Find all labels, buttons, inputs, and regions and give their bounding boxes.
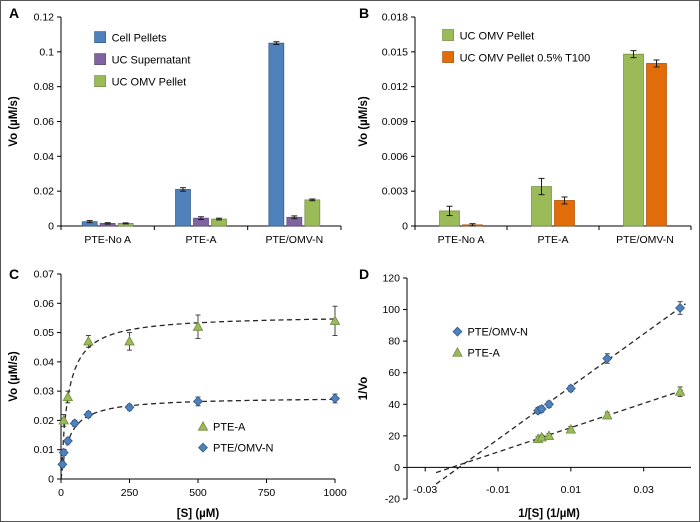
svg-text:120: 120 <box>382 273 400 285</box>
svg-text:UC OMV Pellet: UC OMV Pellet <box>112 77 187 89</box>
svg-text:PTE-A: PTE-A <box>467 348 500 360</box>
svg-text:[S] (µM): [S] (µM) <box>177 508 220 520</box>
panel-a-label: A <box>9 5 20 21</box>
svg-text:60: 60 <box>388 367 400 379</box>
svg-text:0: 0 <box>394 462 400 474</box>
svg-text:0.018: 0.018 <box>382 12 408 24</box>
svg-text:1/Vo: 1/Vo <box>358 377 370 400</box>
svg-text:Vo (µM/s): Vo (µM/s) <box>358 96 370 147</box>
svg-text:250: 250 <box>121 487 139 499</box>
svg-text:0.06: 0.06 <box>34 116 55 128</box>
svg-text:0.003: 0.003 <box>382 186 408 198</box>
svg-text:20: 20 <box>388 430 400 442</box>
svg-text:PTE-No A: PTE-No A <box>84 234 131 246</box>
svg-text:0.015: 0.015 <box>382 46 408 58</box>
svg-text:0: 0 <box>48 474 54 486</box>
svg-text:0.01: 0.01 <box>561 484 582 496</box>
svg-text:1000: 1000 <box>323 487 347 499</box>
svg-text:0.08: 0.08 <box>34 81 55 93</box>
svg-text:Vo (µM/s): Vo (µM/s) <box>8 96 20 147</box>
panel-c-label: C <box>9 266 20 282</box>
svg-text:Vo (µM/s): Vo (µM/s) <box>8 351 20 402</box>
svg-text:0.006: 0.006 <box>382 151 408 163</box>
svg-text:0.04: 0.04 <box>34 356 55 368</box>
panel-c-scatter-chart: 0 0.01 0.02 0.03 0.04 0.05 0.06 0.07 0 250 500 750 1… <box>8 269 347 521</box>
svg-text:0.01: 0.01 <box>34 444 55 456</box>
svg-text:PTE/OMV-N: PTE/OMV-N <box>616 234 674 246</box>
panel-d: D -20 0 20 40 60 80 100 120 -0.03 -0.01 0.01 0.03 1/… <box>351 262 699 521</box>
svg-text:0.02: 0.02 <box>34 186 55 198</box>
panel-b-bar-chart: 0 0.003 0.006 0.009 0.012 0.015 0.018 PTE-No A P… <box>358 12 692 246</box>
svg-text:-0.03: -0.03 <box>413 484 437 496</box>
svg-text:0.02: 0.02 <box>34 415 55 427</box>
panel-c: C 0 0.01 0.02 0.03 0.04 0.05 0.06 0.07 0 250 500 75… <box>1 262 351 521</box>
svg-text:1/[S] (1/µM): 1/[S] (1/µM) <box>518 508 580 520</box>
svg-text:PTE/OMV-N: PTE/OMV-N <box>467 327 528 339</box>
panel-a-bar-chart: 0 0.02 0.04 0.06 0.08 0.1 0.12 PTE-No A PTE-A PTE… <box>8 12 342 246</box>
svg-text:0: 0 <box>48 221 54 233</box>
svg-text:PTE/OMV-N: PTE/OMV-N <box>265 234 323 246</box>
svg-text:0.009: 0.009 <box>382 116 408 128</box>
svg-text:0.1: 0.1 <box>39 46 54 58</box>
svg-text:Cell Pellets: Cell Pellets <box>112 33 168 45</box>
svg-text:0.03: 0.03 <box>633 484 654 496</box>
svg-text:40: 40 <box>388 399 400 411</box>
panel-d-label: D <box>359 266 370 282</box>
svg-text:PTE-A: PTE-A <box>538 234 569 246</box>
panel-b-label: B <box>359 5 370 21</box>
svg-text:750: 750 <box>258 487 276 499</box>
svg-text:0.12: 0.12 <box>34 12 55 24</box>
svg-text:UC OMV Pellet 0.5% T100: UC OMV Pellet 0.5% T100 <box>460 53 591 65</box>
svg-text:UC Supernatant: UC Supernatant <box>112 55 191 67</box>
svg-text:80: 80 <box>388 336 400 348</box>
svg-text:PTE-No A: PTE-No A <box>438 234 485 246</box>
svg-text:PTE/OMV-N: PTE/OMV-N <box>213 443 274 455</box>
svg-text:PTE-A: PTE-A <box>186 234 217 246</box>
svg-text:-20: -20 <box>385 494 400 506</box>
panel-a: A 0 0.02 0.04 0.06 0.08 0.1 0.12 PTE-No A PTE-A P… <box>1 1 351 262</box>
svg-text:0.06: 0.06 <box>34 298 55 310</box>
svg-text:0.03: 0.03 <box>34 386 55 398</box>
panel-b: B 0 0.003 0.006 0.009 0.012 0.015 0.018 PTE-No … <box>351 1 699 262</box>
svg-text:100: 100 <box>382 304 400 316</box>
panel-d-scatter-chart: -20 0 20 40 60 80 100 120 -0.03 -0.01 0.01 0.03 1/Vo… <box>358 273 691 520</box>
svg-text:0.012: 0.012 <box>382 81 408 93</box>
svg-text:0.05: 0.05 <box>34 327 55 339</box>
svg-text:UC OMV Pellet: UC OMV Pellet <box>460 31 535 43</box>
svg-text:500: 500 <box>189 487 207 499</box>
svg-text:PTE-A: PTE-A <box>213 422 246 434</box>
svg-text:0: 0 <box>58 487 64 499</box>
svg-text:0: 0 <box>402 221 408 233</box>
svg-text:0.04: 0.04 <box>34 151 55 163</box>
svg-text:0.07: 0.07 <box>34 269 55 281</box>
svg-text:-0.01: -0.01 <box>486 484 510 496</box>
